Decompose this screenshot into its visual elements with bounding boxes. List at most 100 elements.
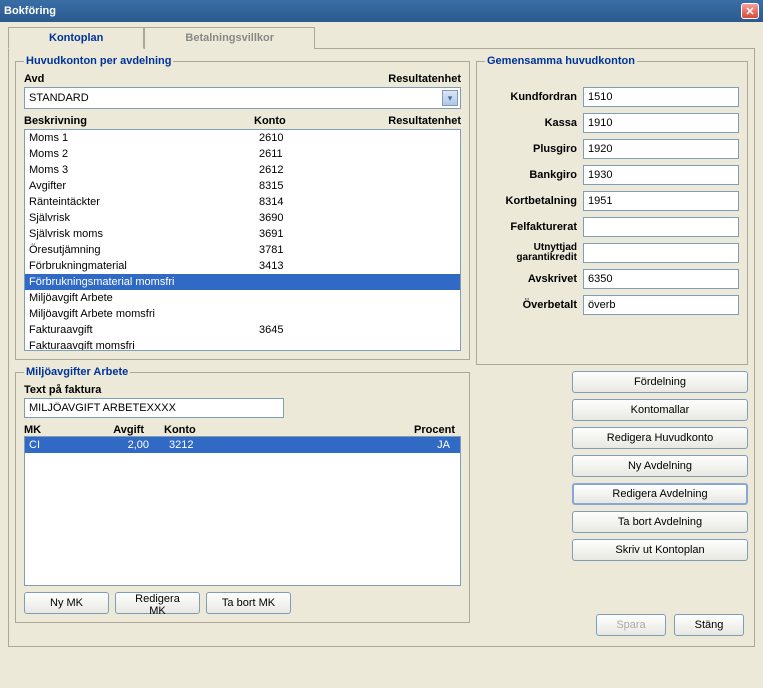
field-row: Bankgiro [485,165,739,185]
cell-beskrivning: Förbrukningsmaterial momsfri [29,276,259,288]
ny-avdelning-button[interactable]: Ny Avdelning [572,455,748,477]
text-pa-faktura-input[interactable] [24,398,284,418]
cell-konto: 2610 [259,132,369,144]
cell-beskrivning: Självrisk [29,212,259,224]
avd-dropdown[interactable]: STANDARD ▾ [24,87,461,109]
cell-beskrivning: Miljöavgift Arbete momsfri [29,308,259,320]
col-mk: MK [24,424,84,436]
table-row[interactable]: Fakturaavgift3645 [25,322,460,338]
field-input[interactable] [583,87,739,107]
gemensamma-legend: Gemensamma huvudkonton [485,55,637,67]
ta-bort-avdelning-button[interactable]: Ta bort Avdelning [572,511,748,533]
spara-button[interactable]: Spara [596,614,666,636]
table-row[interactable]: Miljöavgift Arbete momsfri [25,306,460,322]
cell-beskrivning: Förbrukningmaterial [29,260,259,272]
cell-konto: 3691 [259,228,369,240]
mk-listbox[interactable]: CI2,003212JA [24,436,461,586]
col-procent: Procent [264,424,461,436]
field-label: Plusgiro [485,143,583,155]
title-bar: Bokföring ✕ [0,0,763,22]
window-title: Bokföring [4,5,56,17]
cell-mk: CI [29,439,89,451]
field-input[interactable] [583,165,739,185]
field-label: Bankgiro [485,169,583,181]
redigera-huvudkonto-button[interactable]: Redigera Huvudkonto [572,427,748,449]
cell-beskrivning: Fakturaavgift [29,324,259,336]
tab-kontoplan[interactable]: Kontoplan [8,27,144,49]
cell-konto: 8315 [259,180,369,192]
cell-beskrivning: Moms 3 [29,164,259,176]
field-row: Kortbetalning [485,191,739,211]
close-icon[interactable]: ✕ [741,3,759,19]
cell-konto: 3690 [259,212,369,224]
table-row[interactable]: Självrisk3690 [25,210,460,226]
table-row[interactable]: Öresutjämning3781 [25,242,460,258]
avd-label: Avd [24,73,44,85]
field-row: Utnyttjad garantikredit [485,243,739,263]
kontomallar-button[interactable]: Kontomallar [572,399,748,421]
cell-beskrivning: Ränteintäckter [29,196,259,208]
skriv-ut-kontoplan-button[interactable]: Skriv ut Kontoplan [572,539,748,561]
field-label: Kassa [485,117,583,129]
stang-button[interactable]: Stäng [674,614,744,636]
redigera-avdelning-button[interactable]: Redigera Avdelning [572,483,748,505]
gemensamma-group: Gemensamma huvudkonton Kundfordran Kassa P… [476,55,748,365]
field-row: Kassa [485,113,739,133]
cell-beskrivning: Självrisk moms [29,228,259,240]
field-input[interactable] [583,191,739,211]
ny-mk-button[interactable]: Ny MK [24,592,109,614]
field-row: Överbetalt [485,295,739,315]
field-input[interactable] [583,243,739,263]
col-konto: Konto [254,115,364,127]
table-row[interactable]: Moms 22611 [25,146,460,162]
cell-konto: 8314 [259,196,369,208]
table-row[interactable]: Förbrukningsmaterial momsfri [25,274,460,290]
huvudkonton-group: Huvudkonton per avdelning Avd Resultaten… [15,55,470,360]
tab-bar: Kontoplan Betalningsvillkor [8,26,755,49]
field-input[interactable] [583,217,739,237]
miljo-legend: Miljöavgifter Arbete [24,366,130,378]
table-row[interactable]: Miljöavgift Arbete [25,290,460,306]
field-input[interactable] [583,269,739,289]
miljo-group: Miljöavgifter Arbete Text på faktura MK … [15,366,470,623]
cell-beskrivning: Miljöavgift Arbete [29,292,259,304]
field-input[interactable] [583,295,739,315]
cell-beskrivning: Moms 1 [29,132,259,144]
text-pa-faktura-label: Text på faktura [24,384,461,396]
cell-beskrivning: Öresutjämning [29,244,259,256]
table-row[interactable]: Förbrukningmaterial3413 [25,258,460,274]
field-label: Felfakturerat [485,221,583,233]
fordelning-button[interactable]: Fördelning [572,371,748,393]
field-input[interactable] [583,113,739,133]
field-input[interactable] [583,139,739,159]
huvud-listbox[interactable]: Moms 12610Moms 22611Moms 32612Avgifter83… [24,129,461,351]
cell-konto: 3413 [259,260,369,272]
field-label: Avskrivet [485,273,583,285]
table-row[interactable]: Avgifter8315 [25,178,460,194]
table-row[interactable]: Moms 12610 [25,130,460,146]
ta-bort-mk-button[interactable]: Ta bort MK [206,592,291,614]
huvudkonton-legend: Huvudkonton per avdelning [24,55,173,67]
cell-procent: JA [269,439,456,451]
table-row[interactable]: Moms 32612 [25,162,460,178]
cell-konto: 3212 [169,439,269,451]
cell-beskrivning: Moms 2 [29,148,259,160]
table-row[interactable]: CI2,003212JA [25,437,460,453]
cell-avgift: 2,00 [89,439,169,451]
field-row: Kundfordran [485,87,739,107]
cell-konto: 2612 [259,164,369,176]
field-row: Plusgiro [485,139,739,159]
field-row: Felfakturerat [485,217,739,237]
chevron-down-icon: ▾ [442,90,458,106]
cell-beskrivning: Avgifter [29,180,259,192]
field-label: Överbetalt [485,299,583,311]
table-row[interactable]: Självrisk moms3691 [25,226,460,242]
redigera-mk-button[interactable]: Redigera MK [115,592,200,614]
col-resultatenhet: Resultatenhet [364,115,461,127]
tab-betalningsvillkor[interactable]: Betalningsvillkor [144,27,315,49]
table-row[interactable]: Fakturaavgift momsfri [25,338,460,351]
cell-konto: 3781 [259,244,369,256]
table-row[interactable]: Ränteintäckter8314 [25,194,460,210]
col-beskrivning: Beskrivning [24,115,254,127]
resultatenhet-label: Resultatenhet [388,73,461,85]
